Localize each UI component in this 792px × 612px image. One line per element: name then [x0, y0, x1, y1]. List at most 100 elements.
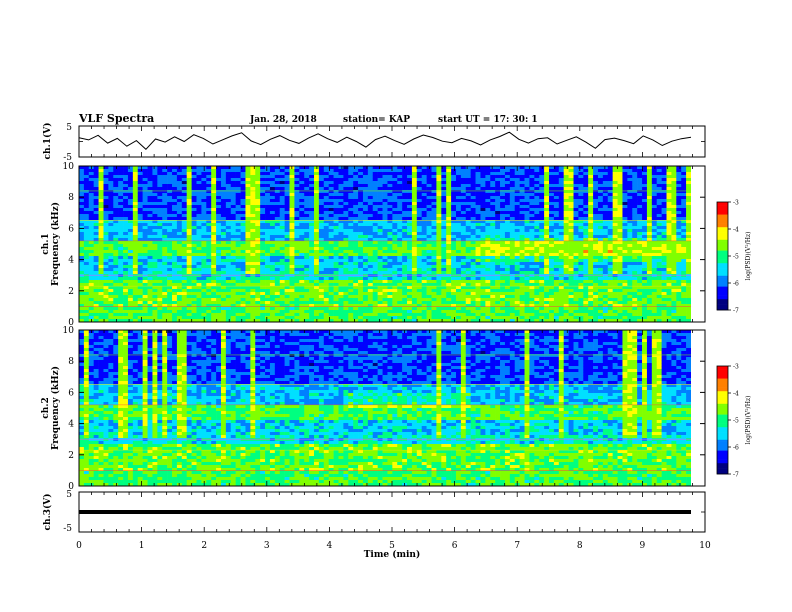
spectrogram-cell [265, 301, 271, 305]
spectrogram-cell [524, 184, 530, 188]
spectrogram-cell [431, 175, 437, 179]
spectrogram-cell [333, 196, 339, 200]
spectrogram-cell [235, 217, 241, 221]
spectrogram-cell [279, 241, 285, 245]
spectrogram-cell [436, 289, 442, 293]
spectrogram-cell [152, 235, 158, 239]
spectrogram-cell [353, 187, 359, 191]
spectrogram-cell [460, 232, 467, 236]
spectrogram-cell [544, 247, 550, 251]
spectrogram-cell [500, 307, 506, 311]
spectrogram-cell [186, 205, 192, 209]
spectrogram-cell [382, 307, 388, 311]
spectrogram-cell [446, 241, 452, 245]
spectrogram-cell [392, 229, 398, 233]
spectrogram-cell [475, 166, 481, 170]
spectrogram-cell [269, 244, 276, 248]
spectrogram-cell [240, 277, 246, 281]
spectrogram-cell [318, 298, 325, 302]
spectrogram-cell [480, 211, 486, 215]
spectrogram-cell [181, 274, 188, 278]
spectrogram-cell [201, 277, 207, 281]
spectrogram-cell [416, 232, 423, 236]
spectrogram-cell [206, 232, 212, 236]
spectrogram-cell [123, 304, 129, 308]
spectrogram-cell [519, 292, 525, 296]
spectrogram-cell [88, 199, 94, 203]
spectrogram-cell [137, 208, 143, 212]
spectrogram-cell [451, 253, 457, 257]
spectrogram-cell [294, 175, 300, 179]
spectrogram-cell [431, 307, 437, 311]
spectrogram-cell [250, 271, 256, 275]
spectrogram-cell [358, 301, 364, 305]
spectrogram-cell [147, 166, 153, 170]
spectrogram-cell [318, 319, 325, 323]
spectrogram-cell [382, 193, 388, 197]
spectrogram-cell [113, 220, 119, 224]
spectrogram-cell [328, 232, 334, 236]
spectrogram-cell [132, 193, 139, 197]
spectrogram-cell [333, 217, 339, 221]
spectrogram-cell [83, 229, 90, 233]
spectrogram-cell [88, 211, 94, 215]
spectrogram-cell [294, 241, 300, 245]
spectrogram-cell [108, 211, 114, 215]
spectrogram-cell [323, 229, 329, 233]
spectrogram-cell [304, 211, 310, 215]
spectrogram-cell [519, 175, 525, 179]
spectrogram-cell [411, 205, 418, 209]
spectrogram-cell [480, 187, 486, 191]
spectrogram-cell [333, 298, 339, 302]
spectrogram-cell [162, 253, 168, 257]
spectrogram-cell [524, 283, 530, 287]
spectrogram-cell [333, 220, 339, 224]
spectrogram-cell [265, 277, 271, 281]
spectrogram-cell [79, 187, 85, 191]
spectrogram-cell [353, 280, 359, 284]
spectrogram-cell [333, 199, 339, 203]
spectrogram-cell [431, 190, 437, 194]
spectrogram-cell [353, 232, 359, 236]
spectrogram-cell [103, 172, 109, 176]
spectrogram-cell [504, 268, 511, 272]
spectrogram-cell [309, 277, 315, 281]
spectrogram-cell [441, 226, 447, 230]
spectrogram-cell [108, 259, 114, 263]
spectrogram-cell [127, 304, 134, 308]
spectrogram-cell [162, 232, 168, 236]
spectrogram-cell [147, 283, 153, 287]
spectrogram-cell [123, 283, 129, 287]
spectrogram-cell [250, 301, 256, 305]
spectrogram-cell [534, 217, 540, 221]
spectrogram-cell [269, 226, 276, 230]
spectrogram-cell [162, 214, 168, 218]
spectrogram-cell [407, 232, 413, 236]
spectrogram-cell [475, 307, 481, 311]
spectrogram-cell [245, 226, 251, 230]
spectrogram-cell [294, 169, 300, 173]
spectrogram-cell [451, 214, 457, 218]
spectrogram-cell [123, 229, 129, 233]
spectrogram-cell [152, 301, 158, 305]
spectrogram-cell [172, 319, 178, 323]
spectrogram-cell [504, 298, 511, 302]
spectrogram-cell [504, 256, 511, 260]
spectrogram-cell [539, 175, 545, 179]
spectrogram-cell [83, 220, 90, 224]
spectrogram-cell [504, 217, 511, 221]
spectrogram-cell [147, 193, 153, 197]
spectrogram-cell [225, 244, 232, 248]
spectrogram-cell [269, 289, 276, 293]
spectrogram-cell [147, 178, 153, 182]
spectrogram-cell [309, 256, 315, 260]
spectrogram-cell [123, 193, 129, 197]
spectrogram-cell [495, 313, 501, 317]
spectrogram-cell [235, 280, 241, 284]
spectrogram-cell [500, 280, 506, 284]
spectrogram-cell [196, 211, 202, 215]
spectrogram-cell [304, 184, 310, 188]
spectrogram-cell [367, 184, 374, 188]
spectrogram-cell [201, 283, 207, 287]
spectrogram-cell [196, 244, 202, 248]
